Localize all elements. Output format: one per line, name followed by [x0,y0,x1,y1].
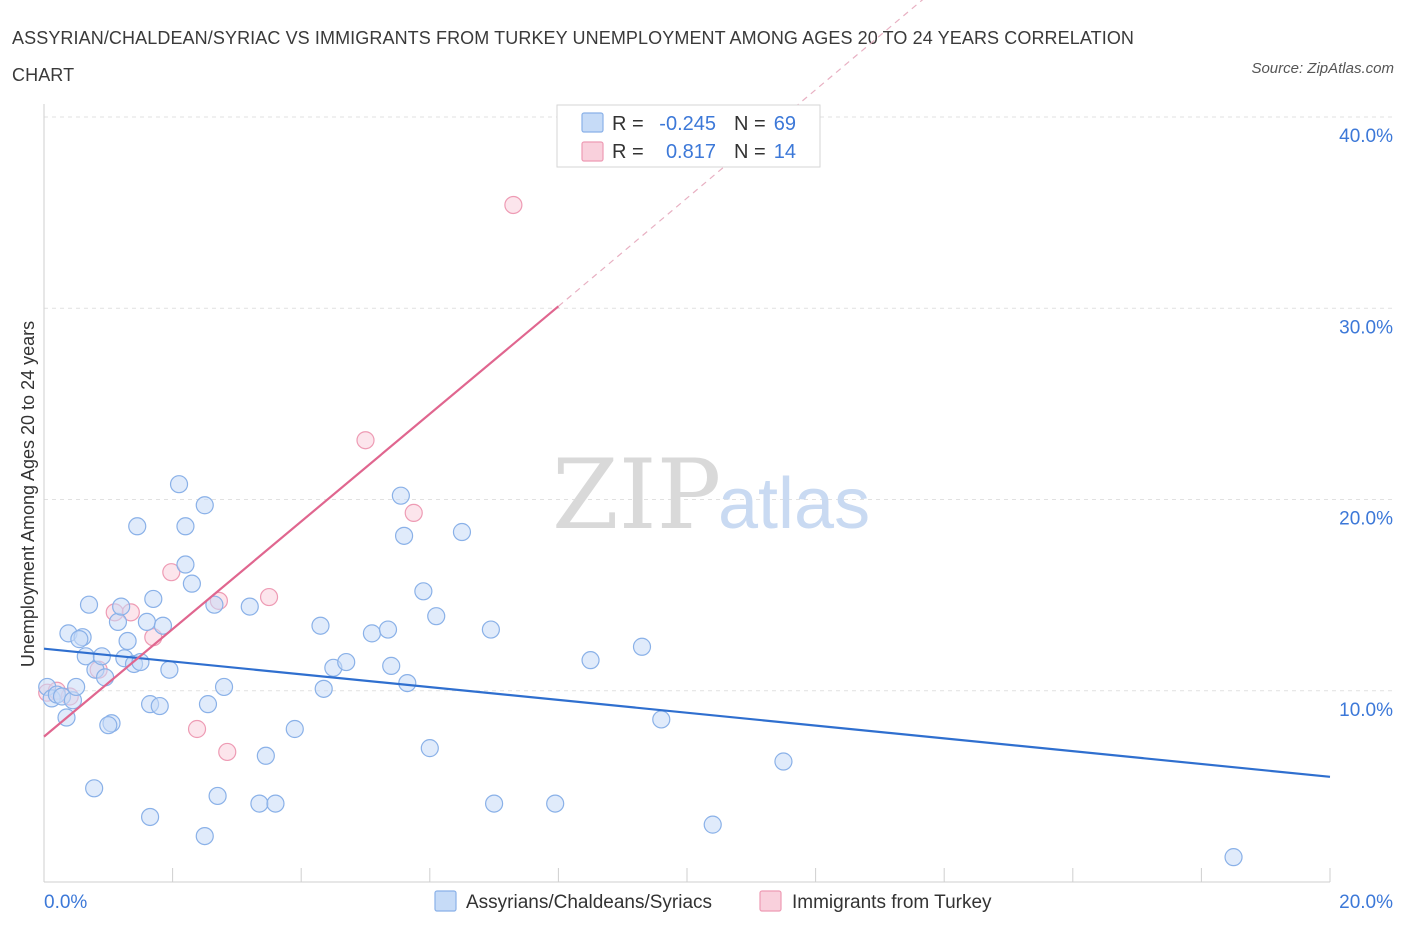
y-axis-label: Unemployment Among Ages 20 to 24 years [18,321,38,667]
stats-swatch-series2 [581,141,604,162]
stats-r-value-series1: -0.245 [659,113,716,135]
watermark: ZIP atlas [552,439,870,551]
data-point-assyrians [703,815,722,834]
y-tick-label: 10.0% [1339,700,1393,721]
watermark-atlas: atlas [718,464,870,544]
data-point-assyrians [85,779,104,798]
y-tick-labels: 10.0% 20.0% 30.0% 40.0% [1339,126,1393,721]
data-point-assyrians [79,595,99,614]
legend-label-assyrians: Assyrians/Chaldeans/Syriacs [466,892,712,913]
data-point-assyrians [378,620,398,639]
stats-swatch-series1 [581,112,604,133]
source-label: Source: ZipAtlas.com [1251,60,1394,77]
data-point-assyrians [581,651,600,670]
data-point-assyrians [546,794,565,813]
data-point-assyrians [70,630,89,649]
data-point-assyrians [195,496,214,515]
data-point-turkey [504,195,523,215]
x-tick-label-max: 20.0% [1339,892,1393,913]
stats-r-label-series1: R = [612,113,644,135]
data-point-assyrians [240,597,259,616]
data-point-assyrians [337,652,356,672]
data-point-assyrians [153,616,173,635]
stats-n-label-series2: N = [734,141,766,163]
data-point-assyrians [99,716,118,735]
data-point-assyrians [198,695,218,714]
data-point-assyrians [250,794,269,813]
data-point-assyrians [414,582,433,601]
data-point-assyrians [285,719,304,739]
chart-title: ASSYRIAN/CHALDEAN/SYRIAC VS IMMIGRANTS F… [12,28,1135,85]
legend-label-turkey: Immigrants from Turkey [792,892,992,913]
data-point-assyrians [256,746,275,765]
legend-swatch-assyrians [434,890,457,912]
stats-r-label-series2: R = [612,141,644,163]
data-point-assyrians [391,486,410,505]
data-point-assyrians [160,660,179,679]
series-assyrians-points [38,475,1243,867]
data-point-assyrians [128,517,147,536]
data-point-assyrians [266,794,285,813]
data-point-assyrians [67,677,86,697]
data-point-assyrians [420,739,439,758]
data-point-assyrians [214,677,234,697]
trend-line-turkey-extension [558,0,924,307]
trend-line-turkey [43,305,560,738]
data-point-assyrians [144,589,163,609]
bottom-legend: Assyrians/Chaldeans/Syriacs Immigrants f… [434,890,992,913]
data-point-assyrians [118,631,137,651]
data-point-assyrians [195,826,214,846]
data-point-assyrians [208,786,227,806]
data-point-assyrians [452,522,472,542]
data-point-assyrians [137,612,156,632]
data-point-assyrians [632,637,652,656]
stats-legend: R = -0.245 N = 69 R = 0.817 N = 14 [556,104,821,168]
x-tick-label-min: 0.0% [44,892,87,913]
data-point-turkey [218,742,237,762]
data-point-assyrians [398,673,417,693]
data-point-assyrians [485,794,504,813]
data-point-assyrians [92,647,111,666]
data-point-assyrians [774,752,793,771]
data-point-turkey [404,503,423,522]
stats-n-value-series1: 69 [774,113,796,135]
data-point-assyrians [1224,848,1243,867]
data-point-assyrians [140,807,160,827]
data-point-assyrians [108,612,128,632]
stats-n-label-series1: N = [734,113,766,135]
data-point-assyrians [382,656,401,675]
data-point-assyrians [150,696,169,716]
data-point-assyrians [314,679,333,698]
y-tick-label: 20.0% [1339,509,1393,530]
data-point-assyrians [176,517,195,536]
data-point-assyrians [95,668,115,687]
data-point-turkey [259,587,279,607]
data-point-assyrians [169,475,189,494]
data-point-assyrians [182,574,201,593]
data-point-assyrians [176,555,195,574]
data-point-assyrians [394,526,414,545]
data-point-turkey [187,719,207,739]
y-tick-label: 30.0% [1339,317,1393,338]
trend-lines [43,0,1331,778]
data-point-assyrians [362,624,382,643]
y-tick-label: 40.0% [1339,126,1393,147]
stats-r-value-series2: 0.817 [666,141,716,163]
data-point-turkey [162,563,181,582]
trend-line-assyrians [43,647,1331,778]
data-point-assyrians [311,616,330,635]
data-point-assyrians [112,597,131,616]
data-point-assyrians [652,710,671,729]
stats-n-value-series2: 14 [774,141,796,163]
data-point-turkey [356,431,375,450]
data-point-assyrians [205,595,224,614]
data-point-assyrians [481,620,500,639]
legend-swatch-turkey [759,890,782,912]
x-tick-marks [43,868,1331,882]
watermark-zip: ZIP [552,439,721,551]
data-point-assyrians [427,607,446,626]
